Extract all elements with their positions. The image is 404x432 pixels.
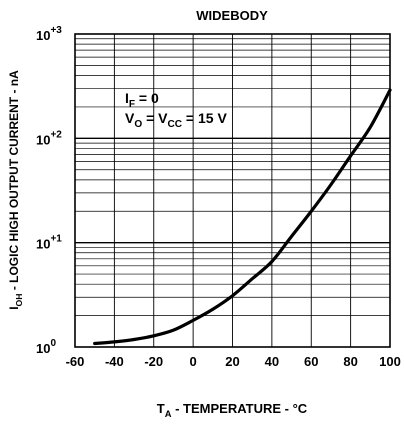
y-tick-label: 10+3 [36, 25, 62, 43]
x-tick-label: 100 [379, 354, 401, 369]
x-tick-label: 60 [304, 354, 318, 369]
y-tick-label: 10+1 [36, 234, 62, 252]
x-tick-label: -40 [105, 354, 124, 369]
series-line [93, 88, 392, 346]
grid-layer [75, 34, 390, 347]
x-tick-label: 0 [190, 354, 197, 369]
chart-title: WIDEBODY [196, 8, 268, 23]
tick-layer: -60 -40 -20 0 20 40 60 80 100 100 10+1 10+2 10+3 [36, 25, 401, 369]
x-axis-title: TA - TEMPERATURE - °C [157, 401, 308, 419]
y-tick-label: 10+2 [36, 129, 62, 147]
annotation-text: VO = VCC = 15 V [125, 110, 227, 130]
x-tick-label: 40 [265, 354, 279, 369]
series-layer [93, 88, 392, 346]
y-tick-label: 100 [36, 338, 56, 356]
x-tick-label: -20 [144, 354, 163, 369]
x-tick-label: 80 [343, 354, 357, 369]
x-tick-label: -60 [66, 354, 85, 369]
plot-frame [74, 33, 391, 348]
y-axis-title: IOH - LOGIC HIGH OUTPUT CURRENT - nA [7, 70, 24, 310]
annotation-layer: IF = 0VO = VCC = 15 V [125, 90, 227, 130]
annotation-text: IF = 0 [125, 90, 159, 110]
x-tick-label: 20 [225, 354, 239, 369]
